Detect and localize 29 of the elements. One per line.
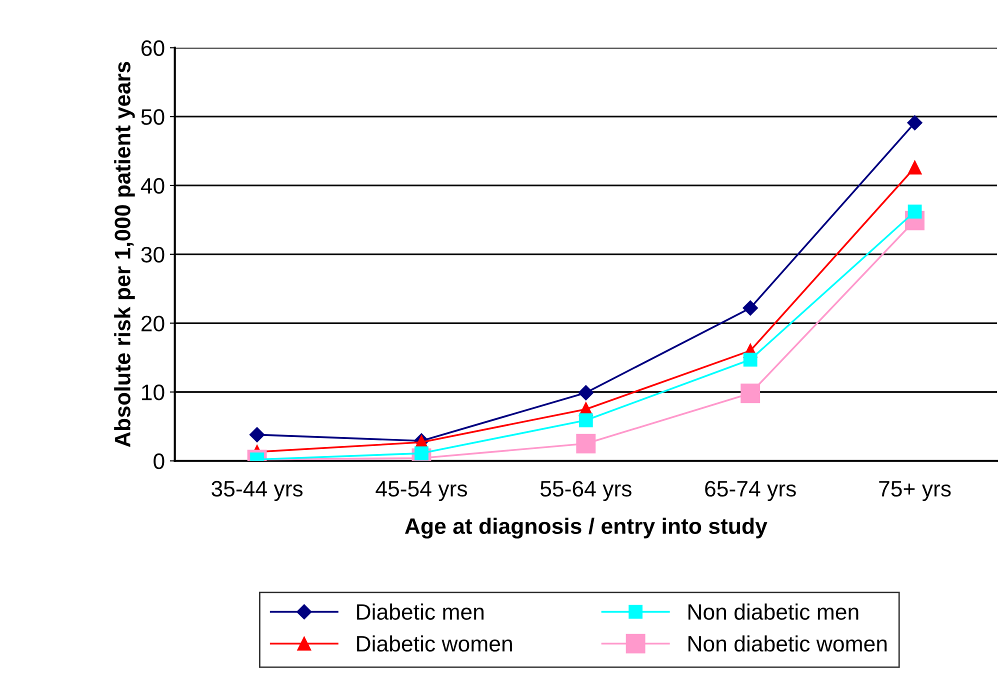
- point: [743, 352, 758, 367]
- point: [576, 434, 596, 454]
- x-tick-label: 65-74 yrs: [705, 480, 796, 502]
- point: [740, 384, 760, 404]
- point: [249, 427, 265, 442]
- point: [908, 204, 922, 219]
- y-tick-label: 60: [142, 40, 164, 56]
- x-tick-label: 75+ yrs: [879, 481, 951, 502]
- y-tick-label: 40: [140, 178, 164, 194]
- point: [578, 385, 594, 400]
- legend-label: Diabetic women: [357, 635, 512, 652]
- y-tick-label: 50: [141, 109, 164, 125]
- legend-label: Diabetic men: [357, 604, 484, 620]
- x-tick-label: 45-54 yrs: [376, 481, 467, 502]
- y-tick-label: 30: [141, 246, 164, 263]
- x-tick-label: 35-44 yrs: [212, 480, 303, 502]
- point: [414, 446, 428, 460]
- y-tick-label: 20: [142, 316, 164, 332]
- x-tick-label: 55-64 yrs: [540, 480, 632, 502]
- y-tick-label: 10: [142, 384, 164, 400]
- point: [742, 300, 758, 316]
- y-tick-label: 0: [154, 453, 164, 470]
- point: [908, 160, 922, 174]
- legend-label: Non diabetic women: [688, 635, 887, 652]
- point: [907, 115, 922, 130]
- y-axis-title: Absolute risk per 1,000 patient years: [114, 62, 135, 448]
- point: [578, 413, 593, 428]
- legend-label: Non diabetic men: [688, 604, 858, 620]
- x-axis-title: Age at diagnosis / entry into study: [404, 518, 768, 539]
